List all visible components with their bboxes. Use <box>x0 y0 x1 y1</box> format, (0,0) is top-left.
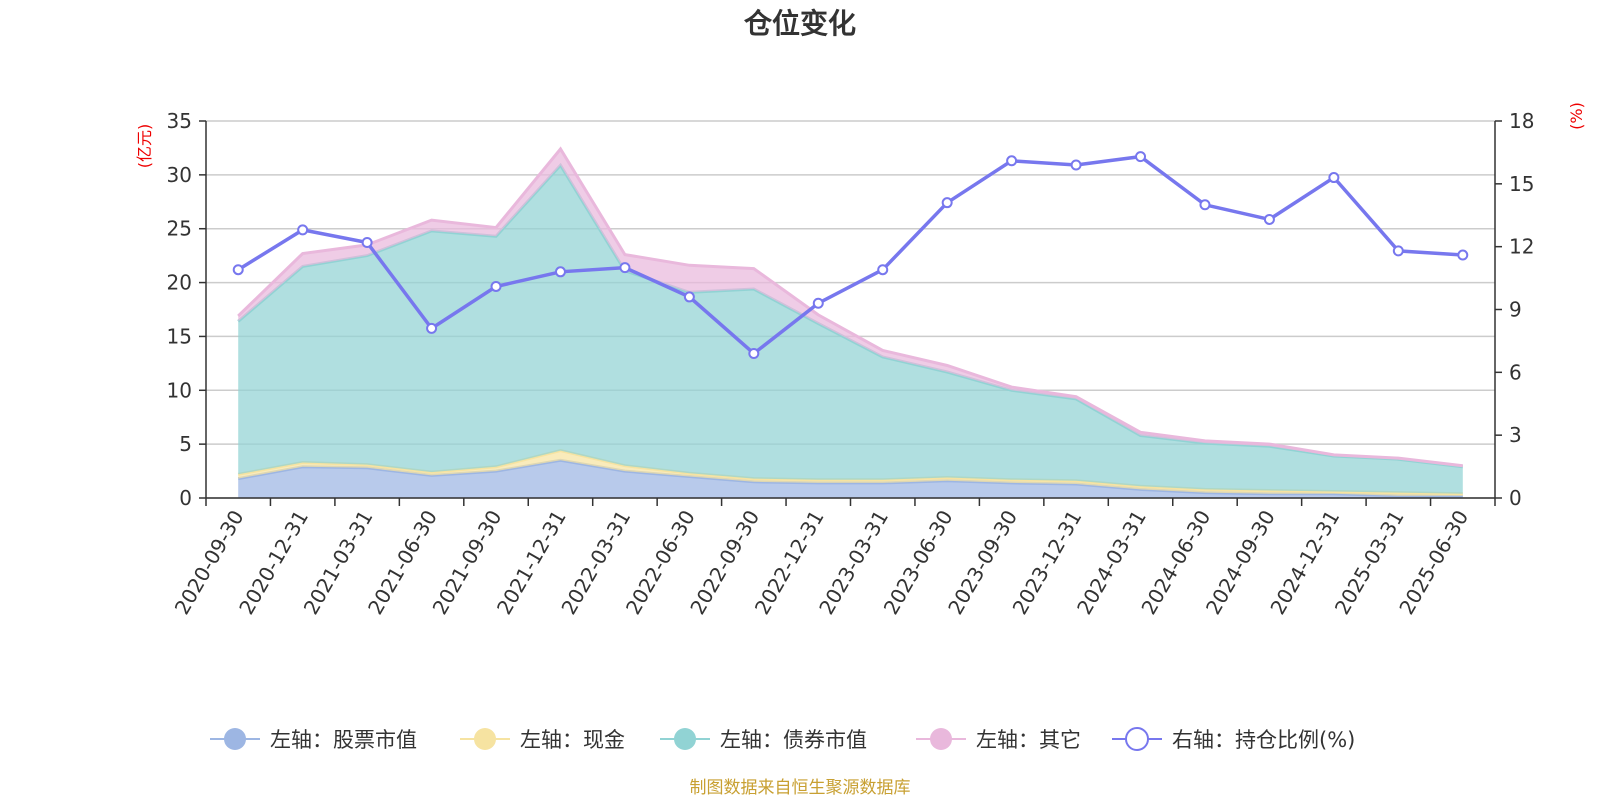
ratio-point <box>1263 213 1275 225</box>
legend-label: 左轴：债券市值 <box>720 728 867 752</box>
ratio-point <box>1135 151 1147 163</box>
right-axis-tick-label: 3 <box>1509 423 1522 447</box>
x-axis-label: 2025-06-30 <box>1394 506 1473 619</box>
right-axis-unit: (%) <box>1567 102 1586 130</box>
right-axis-tick-label: 15 <box>1509 172 1534 196</box>
area-左轴：股票市值 <box>238 460 1463 498</box>
ratio-point <box>748 347 760 359</box>
ratio-point <box>812 297 824 309</box>
left-axis-tick-label: 30 <box>167 163 192 187</box>
ratio-point <box>1199 199 1211 211</box>
ratio-point <box>683 291 695 303</box>
legend[interactable]: 左轴：股票市值 左轴：现金 左轴：债券市值 左轴：其它 右轴：持仓比例(%) <box>210 727 1355 752</box>
ratio-line-path <box>237 154 1463 356</box>
legend-item[interactable]: 左轴：债券市值 <box>660 728 867 752</box>
legend-marker <box>674 728 696 750</box>
ratio-point <box>361 236 373 248</box>
ratio-point <box>1392 245 1404 257</box>
ratio-point <box>1328 172 1340 184</box>
legend-item[interactable]: 左轴：现金 <box>460 728 625 752</box>
ratio-point <box>554 266 566 278</box>
ratio-point <box>877 264 889 276</box>
ratio-point <box>297 224 309 236</box>
left-axis-tick-label: 25 <box>167 217 192 241</box>
legend-marker <box>1125 727 1149 751</box>
left-axis-tick-label: 10 <box>167 378 192 402</box>
area-edge-左轴：债券市值 <box>237 162 1463 469</box>
right-axis-tick-label: 6 <box>1509 360 1522 384</box>
legend-label: 左轴：股票市值 <box>270 728 417 752</box>
legend-label: 右轴：持仓比例(%) <box>1172 728 1355 752</box>
right-axis-tick-label: 0 <box>1509 486 1522 510</box>
left-axis-tick-label: 35 <box>167 109 192 133</box>
legend-item[interactable]: 左轴：股票市值 <box>210 728 417 752</box>
ratio-point <box>1457 249 1469 261</box>
left-axis-unit: (亿元) <box>135 124 154 169</box>
stacked-areas <box>237 146 1463 498</box>
legend-label: 左轴：现金 <box>520 728 625 752</box>
left-axis-tick-label: 0 <box>179 486 192 510</box>
ratio-point <box>490 280 502 292</box>
legend-item[interactable]: 左轴：其它 <box>916 728 1081 752</box>
ratio-point <box>941 197 953 209</box>
left-axis-tick-label: 20 <box>167 271 192 295</box>
ratio-line <box>232 151 1469 359</box>
legend-marker <box>930 728 952 750</box>
legend-marker <box>224 728 246 750</box>
ratio-point <box>426 322 438 334</box>
ratio-point <box>1070 159 1082 171</box>
legend-label: 左轴：其它 <box>976 728 1081 752</box>
legend-item[interactable]: 右轴：持仓比例(%) <box>1112 727 1355 752</box>
area-左轴：现金 <box>238 450 1463 496</box>
area-左轴：债券市值 <box>238 165 1463 494</box>
right-axis-tick-label: 18 <box>1509 109 1534 133</box>
ratio-point <box>232 264 244 276</box>
left-axis-tick-label: 15 <box>167 324 192 348</box>
area-edge-左轴：其它 <box>237 146 1463 468</box>
right-axis-tick-label: 12 <box>1509 235 1534 259</box>
ratio-point <box>1006 155 1018 167</box>
ratio-point <box>619 262 631 274</box>
left-axis-tick-label: 5 <box>179 432 192 456</box>
chart-title: 仓位变化 <box>744 7 856 40</box>
right-axis-tick-label: 9 <box>1509 298 1522 322</box>
data-source-note: 制图数据来自恒生聚源数据库 <box>690 778 911 798</box>
legend-marker <box>474 728 496 750</box>
